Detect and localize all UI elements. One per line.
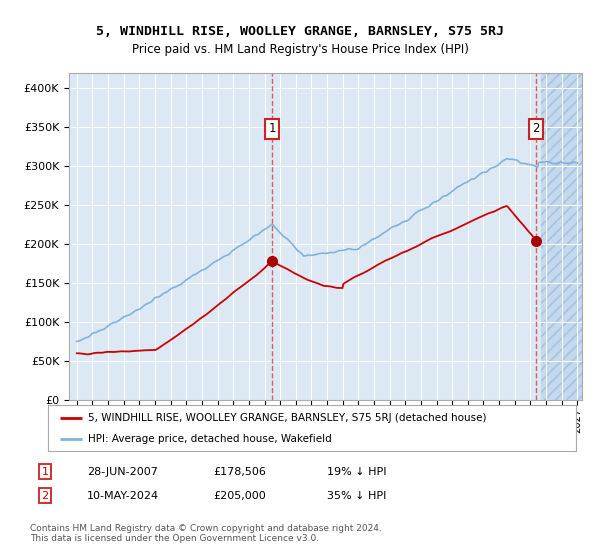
- Text: £205,000: £205,000: [213, 491, 266, 501]
- Text: 1: 1: [269, 123, 276, 136]
- Text: 19% ↓ HPI: 19% ↓ HPI: [327, 466, 386, 477]
- Text: HPI: Average price, detached house, Wakefield: HPI: Average price, detached house, Wake…: [88, 435, 331, 444]
- Text: Price paid vs. HM Land Registry's House Price Index (HPI): Price paid vs. HM Land Registry's House …: [131, 43, 469, 56]
- Text: 28-JUN-2007: 28-JUN-2007: [87, 466, 158, 477]
- Text: 35% ↓ HPI: 35% ↓ HPI: [327, 491, 386, 501]
- Text: 1: 1: [41, 466, 49, 477]
- Bar: [541, 73, 582, 400]
- Text: 5, WINDHILL RISE, WOOLLEY GRANGE, BARNSLEY, S75 5RJ: 5, WINDHILL RISE, WOOLLEY GRANGE, BARNSL…: [96, 25, 504, 38]
- Text: Contains HM Land Registry data © Crown copyright and database right 2024.
This d: Contains HM Land Registry data © Crown c…: [30, 524, 382, 543]
- Text: 2: 2: [532, 123, 540, 136]
- Bar: [541, 73, 582, 400]
- Text: 2: 2: [41, 491, 49, 501]
- Text: £178,506: £178,506: [213, 466, 266, 477]
- Text: 10-MAY-2024: 10-MAY-2024: [87, 491, 159, 501]
- Text: 5, WINDHILL RISE, WOOLLEY GRANGE, BARNSLEY, S75 5RJ (detached house): 5, WINDHILL RISE, WOOLLEY GRANGE, BARNSL…: [88, 413, 486, 423]
